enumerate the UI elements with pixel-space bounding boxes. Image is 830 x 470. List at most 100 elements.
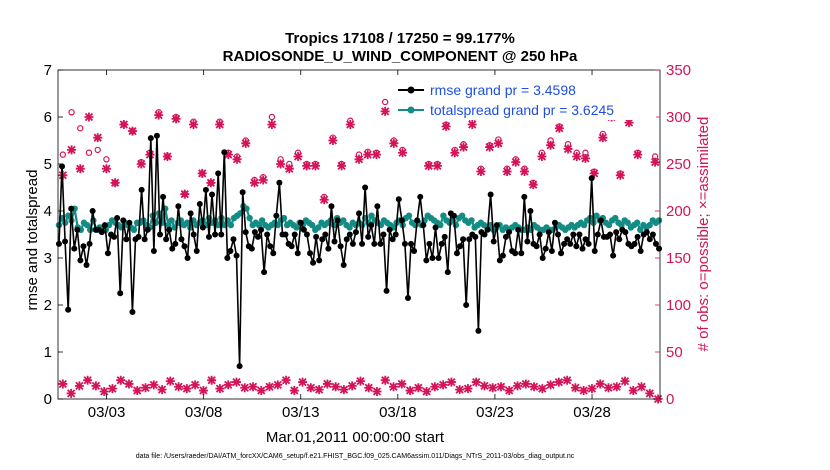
rmse-point <box>346 231 353 238</box>
obs-assimilated-point <box>241 138 251 148</box>
rmse-point <box>438 240 445 247</box>
rmse-point <box>190 231 197 238</box>
obs-count-point <box>529 382 539 392</box>
obs-count-point <box>612 382 622 392</box>
y-tick-label: 1 <box>44 344 52 361</box>
y-right-tick-label: 50 <box>666 344 683 361</box>
obs-count-point <box>397 379 407 389</box>
legend: rmse grand pr = 3.4598 totalspread grand… <box>392 76 656 120</box>
rmse-point <box>368 222 375 229</box>
obs-assimilated-point <box>528 180 538 190</box>
obs-assimilated-point <box>424 161 434 171</box>
rmse-point <box>502 233 509 240</box>
rmse-point <box>420 222 427 229</box>
obs-count-point <box>413 383 423 393</box>
rmse-point <box>652 240 659 247</box>
rmse-point <box>227 247 234 254</box>
obs-assimilated-point <box>67 145 77 155</box>
obs-possible-point <box>381 98 389 106</box>
rmse-point <box>536 231 543 238</box>
rmse-point <box>316 257 323 264</box>
obs-assimilated-point <box>189 120 199 130</box>
totalspread-point <box>165 221 172 229</box>
obs-possible-point <box>268 113 276 121</box>
rmse-point <box>649 231 656 238</box>
rmse-point <box>594 231 601 238</box>
rmse-series <box>55 132 663 370</box>
rmse-point <box>564 236 571 243</box>
rmse-point <box>554 231 561 238</box>
obs-count-point <box>240 383 250 393</box>
obs-count-point <box>471 377 481 387</box>
rmse-point <box>610 252 617 259</box>
rmse-point <box>282 231 289 238</box>
rmse-point <box>178 236 185 243</box>
obs-count-point <box>99 386 109 396</box>
rmse-point <box>389 236 396 243</box>
obs-assimilated-point <box>493 138 503 148</box>
obs-count-point <box>281 375 291 385</box>
rmse-point <box>199 224 206 231</box>
rmse-point <box>496 257 503 264</box>
chart-subtitle: RADIOSONDE_U_WIND_COMPONENT @ 250 hPa <box>223 48 578 65</box>
rmse-point <box>349 240 356 247</box>
obs-assimilated-point <box>197 168 207 178</box>
rmse-point <box>59 163 66 170</box>
rmse-point <box>175 203 182 210</box>
rmse-point <box>533 243 540 250</box>
totalspread-point <box>168 217 175 224</box>
obs-count-point <box>174 382 184 392</box>
obs-count-point <box>331 382 341 392</box>
obs-assimilated-point <box>354 154 364 164</box>
x-tick-label: 03/13 <box>282 404 320 421</box>
rmse-point <box>150 247 157 254</box>
rmse-point <box>499 252 506 259</box>
obs-count-point <box>513 381 523 391</box>
obs-count-point <box>637 382 647 392</box>
obs-count-point <box>645 388 655 398</box>
legend-box <box>392 76 656 120</box>
rmse-point <box>411 247 418 254</box>
obs-count-point <box>504 386 514 396</box>
obs-assimilated-point <box>162 151 172 161</box>
rmse-point <box>98 229 105 236</box>
y-axis-right-label: # of obs: o=possible; ×=assimilated <box>695 117 712 352</box>
obs-assimilated-point <box>459 142 469 152</box>
rmse-point <box>337 243 344 250</box>
obs-assimilated-point <box>398 148 408 158</box>
rmse-point <box>303 231 310 238</box>
obs-count-point <box>66 388 76 398</box>
rmse-point <box>307 250 314 257</box>
rmse-point <box>588 175 595 182</box>
obs-assimilated-point <box>650 157 660 167</box>
obs-count-point <box>314 385 324 395</box>
totalspread-point <box>580 221 588 229</box>
totalspread-point <box>405 212 413 219</box>
rmse-point <box>576 231 583 238</box>
obs-assimilated-point <box>598 133 608 143</box>
rmse-point <box>334 217 341 224</box>
obs-assimilated-point <box>319 195 329 205</box>
rmse-point <box>291 231 298 238</box>
rmse-point <box>181 243 188 250</box>
y-axis-label: rmse and totalspread <box>24 170 41 311</box>
obs-count-point <box>546 380 556 390</box>
obs-possible-point <box>59 151 67 158</box>
rmse-point <box>408 240 415 247</box>
obs-assimilated-point <box>215 120 225 130</box>
rmse-point <box>294 250 301 257</box>
obs-count-point <box>132 386 142 396</box>
obs-assimilated-point <box>554 123 564 133</box>
obs-assimilated-point <box>563 144 573 154</box>
obs-assimilated-point <box>84 112 94 122</box>
rmse-point <box>340 262 347 269</box>
y-right-tick-label: 300 <box>666 109 691 126</box>
rmse-point <box>331 238 338 245</box>
rmse-point <box>196 200 203 207</box>
obs-assimilated-point <box>258 175 268 185</box>
obs-assimilated-point <box>101 164 111 174</box>
obs-count-point <box>289 386 299 396</box>
obs-assimilated-point <box>580 153 590 163</box>
rmse-point <box>251 229 258 236</box>
rmse-point <box>117 290 124 297</box>
